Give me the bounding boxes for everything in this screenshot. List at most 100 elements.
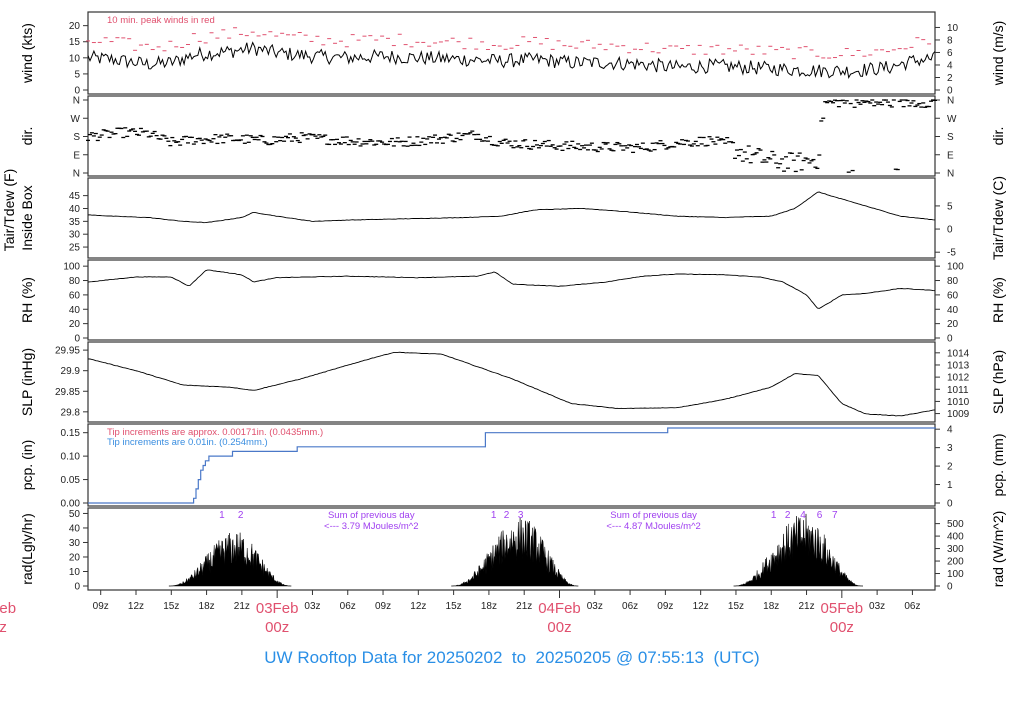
y-tick-label: 0 bbox=[74, 86, 80, 97]
rad-sum-value: <--- 3.79 MJoules/m^2 bbox=[324, 521, 418, 532]
y-tick-label: 45 bbox=[69, 191, 81, 202]
panel-slp-frame bbox=[87, 341, 936, 423]
rad-hour-marker: 3 bbox=[518, 510, 524, 521]
x-day-label: 02Feb bbox=[0, 600, 16, 617]
y-tick-label: 25 bbox=[69, 243, 81, 254]
rad-hour-marker: 2 bbox=[785, 510, 791, 521]
y-tick-label: 40 bbox=[69, 204, 81, 215]
rad-hour-marker: 2 bbox=[238, 510, 244, 521]
x-tick-label: 12z bbox=[410, 601, 426, 612]
rh-series bbox=[87, 269, 936, 309]
rad-hour-marker: 1 bbox=[219, 510, 225, 521]
x-day-sublabel: 00z bbox=[0, 619, 7, 636]
x-day-sublabel: 00z bbox=[265, 619, 289, 636]
x-tick-label: 12z bbox=[128, 601, 144, 612]
y2-tick-label: 80 bbox=[947, 276, 959, 287]
y-tick-label: 5 bbox=[74, 69, 80, 80]
x-tick-label: 03z bbox=[304, 601, 320, 612]
y-tick-label: 0.10 bbox=[61, 452, 81, 463]
y2-tick-label: 1014 bbox=[947, 348, 970, 359]
y-tick-label: E bbox=[73, 150, 80, 161]
y2-tick-label: 0 bbox=[947, 582, 953, 593]
y2-axis-label: dir. bbox=[990, 127, 1006, 146]
y-tick-label: 0.15 bbox=[61, 428, 81, 439]
y2-tick-label: E bbox=[947, 150, 954, 161]
y-tick-label: 0.05 bbox=[61, 475, 81, 486]
x-day-label: 04Feb bbox=[538, 600, 581, 617]
x-tick-label: 18z bbox=[481, 601, 497, 612]
y2-tick-label: 100 bbox=[947, 262, 964, 273]
x-tick-label: 15z bbox=[446, 601, 462, 612]
rad-hour-marker: 6 bbox=[817, 510, 823, 521]
y2-axis-label: rad (W/m^2) bbox=[990, 511, 1006, 588]
rad-hour-marker: 1 bbox=[491, 510, 497, 521]
x-tick-label: 18z bbox=[763, 601, 779, 612]
temp-series bbox=[87, 191, 936, 224]
y2-axis-label: RH (%) bbox=[990, 277, 1006, 323]
y2-tick-label: 8 bbox=[947, 35, 953, 46]
y-tick-label: 35 bbox=[69, 217, 81, 228]
y-tick-label: 0 bbox=[74, 334, 80, 345]
rad-hour-marker: 7 bbox=[832, 510, 838, 521]
y2-tick-label: 20 bbox=[947, 319, 959, 330]
y-tick-label: N bbox=[73, 96, 80, 107]
rad-day-3-area bbox=[733, 513, 864, 587]
slp-series bbox=[87, 351, 936, 417]
y-tick-label: 0.00 bbox=[61, 499, 81, 510]
x-tick-label: 21z bbox=[798, 601, 814, 612]
panel-dir-frame bbox=[87, 95, 936, 177]
y-tick-label: W bbox=[71, 114, 81, 125]
y2-tick-label: 1 bbox=[947, 480, 953, 491]
y-axis-label-line2: Inside Box bbox=[19, 185, 35, 250]
y-tick-label: 30 bbox=[69, 230, 81, 241]
y-tick-label: 20 bbox=[69, 552, 81, 563]
x-tick-label: 03z bbox=[869, 601, 885, 612]
y2-tick-label: 6 bbox=[947, 48, 953, 59]
x-tick-label: 09z bbox=[375, 601, 391, 612]
y2-tick-label: 500 bbox=[947, 519, 964, 530]
y2-tick-label: W bbox=[947, 114, 957, 125]
y2-tick-label: 0 bbox=[947, 225, 953, 236]
y-tick-label: 40 bbox=[69, 305, 81, 316]
y2-tick-label: 40 bbox=[947, 305, 959, 316]
y2-tick-label: 0 bbox=[947, 499, 953, 510]
y2-axis-label: wind (m/s) bbox=[990, 21, 1006, 87]
y2-tick-label: 0 bbox=[947, 334, 953, 345]
y2-axis-label: Tair/Tdew (C) bbox=[990, 176, 1006, 260]
y-axis-label: pcp. (in) bbox=[19, 440, 35, 491]
pcp-annotation-blue: Tip increments are 0.01in. (0.254mm.) bbox=[107, 437, 268, 448]
y2-tick-label: 10 bbox=[947, 23, 959, 34]
rad-sum-label: Sum of previous day bbox=[328, 510, 415, 521]
y2-tick-label: N bbox=[947, 169, 954, 180]
y-tick-label: 20 bbox=[69, 319, 81, 330]
y-axis-label: wind (kts) bbox=[19, 23, 35, 84]
y-tick-label: 10 bbox=[69, 53, 81, 64]
y2-tick-label: N bbox=[947, 96, 954, 107]
x-tick-label: 06z bbox=[340, 601, 356, 612]
rad-hour-marker: 2 bbox=[504, 510, 510, 521]
x-day-label: 05Feb bbox=[821, 600, 864, 617]
y-tick-label: 50 bbox=[69, 509, 81, 520]
x-day-label: 03Feb bbox=[256, 600, 299, 617]
y2-tick-label: 400 bbox=[947, 532, 964, 543]
y-tick-label: N bbox=[73, 169, 80, 180]
y-axis-label: SLP (inHg) bbox=[19, 348, 35, 416]
y2-tick-label: -5 bbox=[947, 248, 956, 259]
rad-day-1-area bbox=[168, 532, 292, 587]
y2-tick-label: 2 bbox=[947, 462, 953, 473]
y2-tick-label: 1010 bbox=[947, 397, 970, 408]
y-axis-label: RH (%) bbox=[19, 277, 35, 323]
pcp-annotation-red: Tip increments are approx. 0.00171in. (0… bbox=[107, 427, 323, 438]
y-axis-label: dir. bbox=[19, 127, 35, 146]
y2-tick-label: 4 bbox=[947, 425, 953, 436]
x-tick-label: 06z bbox=[622, 601, 638, 612]
x-tick-label: 06z bbox=[904, 601, 920, 612]
y-tick-label: 29.95 bbox=[55, 346, 80, 357]
y-tick-label: S bbox=[73, 132, 80, 143]
page-title: UW Rooftop Data for 20250202 to 20250205… bbox=[264, 648, 760, 667]
y-axis-label: rad(Lgly/hr) bbox=[19, 513, 35, 585]
y2-tick-label: 0 bbox=[947, 86, 953, 97]
y2-tick-label: 1011 bbox=[947, 385, 969, 396]
x-day-sublabel: 00z bbox=[547, 619, 571, 636]
